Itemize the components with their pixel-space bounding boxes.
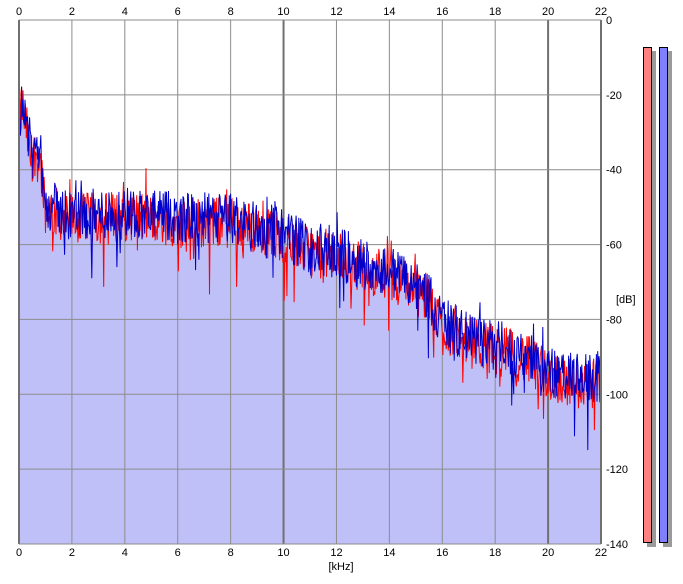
x-tick-top-18: 18 (489, 6, 501, 18)
x-tick-top-22: 22 (595, 6, 607, 18)
x-tick-bottom-10: 10 (277, 547, 289, 559)
x-tick-bottom-18: 18 (489, 547, 501, 559)
x-tick-top-8: 8 (228, 6, 234, 18)
x-tick-top-10: 10 (277, 6, 289, 18)
x-tick-bottom-4: 4 (122, 547, 128, 559)
x-tick-labels-top: 0 2 4 6 8 10 12 14 16 18 20 22 (16, 6, 607, 18)
x-tick-top-16: 16 (436, 6, 448, 18)
x-tick-top-0: 0 (16, 6, 22, 18)
x-tick-bottom-0: 0 (16, 547, 22, 559)
x-tick-bottom-22: 22 (595, 547, 607, 559)
grid-lines (18, 19, 602, 545)
y-tick--20: -20 (606, 90, 622, 102)
level-meter-left (643, 47, 652, 543)
y-tick--60: -60 (606, 240, 622, 252)
x-tick-bottom-8: 8 (228, 547, 234, 559)
x-axis-unit-label: [kHz] (328, 561, 353, 573)
y-tick--40: -40 (606, 165, 622, 177)
x-tick-top-12: 12 (330, 6, 342, 18)
spectrum-chart: 0 2 4 6 8 10 12 14 16 18 20 22 0 2 4 6 8 10 12 14 16 18 20 22 … (16, 6, 636, 573)
x-tick-bottom-16: 16 (436, 547, 448, 559)
x-tick-top-6: 6 (175, 6, 181, 18)
y-tick--120: -120 (606, 464, 628, 476)
x-tick-labels-bottom: 0 2 4 6 8 10 12 14 16 18 20 22 (16, 547, 607, 559)
x-tick-top-14: 14 (383, 6, 395, 18)
x-tick-bottom-6: 6 (175, 547, 181, 559)
x-tick-top-2: 2 (69, 6, 75, 18)
spectrum-fill-area (19, 86, 601, 544)
x-tick-bottom-2: 2 (69, 547, 75, 559)
y-axis-unit-label: [dB] (616, 294, 636, 306)
plot-frame (18, 19, 602, 545)
y-tick-labels: 0 -20 -40 -60 -80 -100 -120 -140 (606, 15, 628, 551)
y-tick--80: -80 (606, 314, 622, 326)
series-right-channel-line (18, 86, 602, 451)
level-meter-right (659, 47, 668, 543)
y-tick--140: -140 (606, 539, 628, 551)
x-tick-bottom-12: 12 (330, 547, 342, 559)
x-tick-bottom-14: 14 (383, 547, 395, 559)
y-tick--100: -100 (606, 389, 628, 401)
y-tick-0: 0 (606, 15, 612, 27)
x-tick-top-20: 20 (542, 6, 554, 18)
x-tick-bottom-20: 20 (542, 547, 554, 559)
x-tick-top-4: 4 (122, 6, 128, 18)
